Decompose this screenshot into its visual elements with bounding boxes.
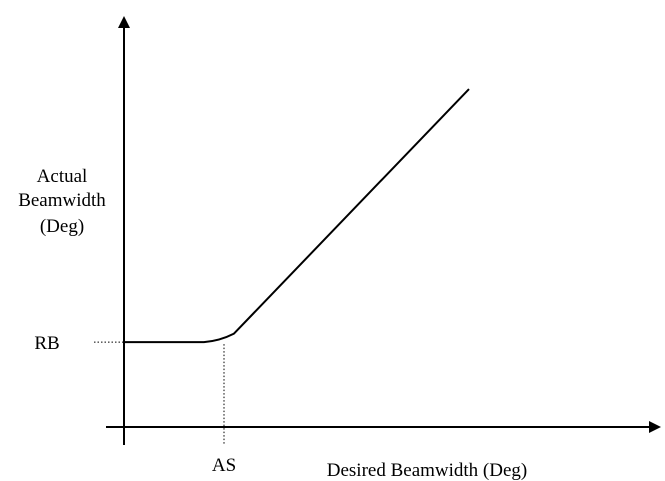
- y-tick-label-rb: RB: [34, 333, 59, 354]
- y-axis-label-line-1: Actual: [37, 166, 88, 187]
- x-axis-label: Desired Beamwidth (Deg): [327, 460, 528, 481]
- y-axis-label-line-3: (Deg): [40, 216, 84, 237]
- series-line: [124, 88, 470, 344]
- y-axis-label-line-2: Beamwidth: [18, 190, 106, 211]
- x-tick-label-as: AS: [212, 455, 236, 476]
